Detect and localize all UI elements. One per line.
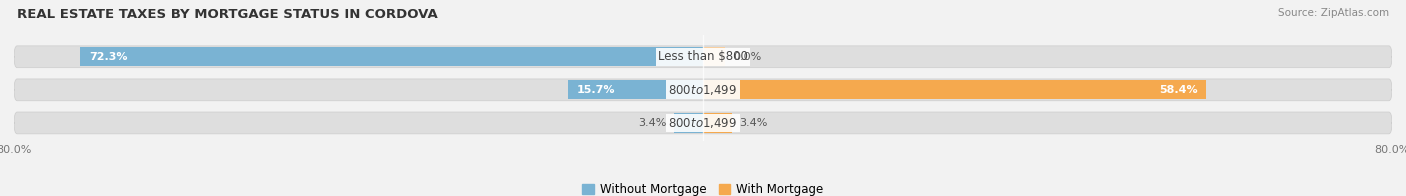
Text: 0.0%: 0.0% (733, 52, 762, 62)
Bar (568, 80, 703, 99)
Text: REAL ESTATE TAXES BY MORTGAGE STATUS IN CORDOVA: REAL ESTATE TAXES BY MORTGAGE STATUS IN … (17, 8, 437, 21)
Text: 3.4%: 3.4% (740, 118, 768, 128)
Text: 3.4%: 3.4% (638, 118, 666, 128)
Legend: Without Mortgage, With Mortgage: Without Mortgage, With Mortgage (578, 178, 828, 196)
Text: $800 to $1,499: $800 to $1,499 (668, 83, 738, 97)
Bar (673, 113, 703, 132)
Text: $800 to $1,499: $800 to $1,499 (668, 116, 738, 130)
Text: Less than $800: Less than $800 (658, 50, 748, 63)
FancyBboxPatch shape (14, 46, 1392, 68)
Text: 58.4%: 58.4% (1159, 85, 1198, 95)
Text: Source: ZipAtlas.com: Source: ZipAtlas.com (1278, 8, 1389, 18)
Text: 15.7%: 15.7% (576, 85, 614, 95)
Bar (703, 113, 733, 132)
FancyBboxPatch shape (14, 112, 1392, 134)
Bar (80, 47, 703, 66)
Bar (703, 80, 1206, 99)
FancyBboxPatch shape (14, 79, 1392, 101)
Bar (703, 47, 724, 66)
Text: 72.3%: 72.3% (89, 52, 128, 62)
